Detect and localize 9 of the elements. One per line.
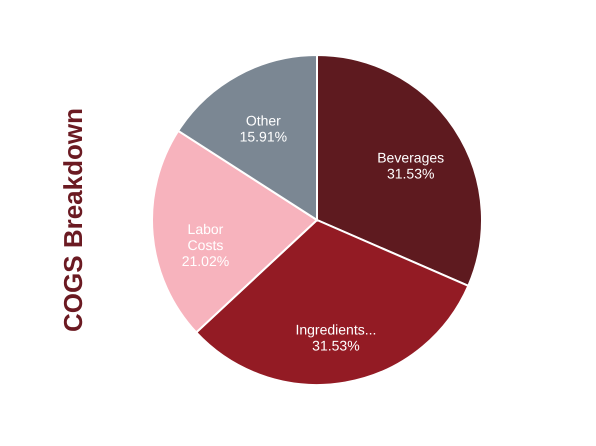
data-label: 21.02% <box>182 253 230 269</box>
slice-label: Other <box>246 112 282 129</box>
slice-label: Labor Costs <box>188 221 224 253</box>
data-label: 31.53% <box>312 337 360 354</box>
slice-label: Beverages <box>377 150 444 166</box>
slice-label: Ingredients... <box>295 321 376 338</box>
data-label: 31.53% <box>386 166 434 182</box>
data-label: 15.91% <box>240 128 288 145</box>
text: COGS Breakdown <box>58 108 88 332</box>
